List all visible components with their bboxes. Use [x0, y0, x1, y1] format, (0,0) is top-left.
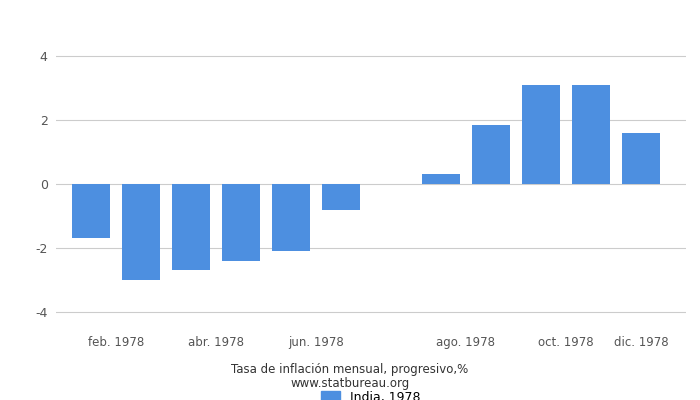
Bar [172, 184, 210, 270]
Bar [223, 184, 260, 261]
Bar [422, 174, 460, 184]
Bar [72, 184, 110, 238]
Legend: India, 1978: India, 1978 [316, 386, 426, 400]
Bar [522, 85, 560, 184]
Bar [122, 184, 160, 280]
Text: www.statbureau.org: www.statbureau.org [290, 378, 410, 390]
Bar [473, 125, 510, 184]
Bar [573, 85, 610, 184]
Bar [272, 184, 309, 251]
Text: Tasa de inflación mensual, progresivo,%: Tasa de inflación mensual, progresivo,% [232, 364, 468, 376]
Bar [322, 184, 360, 210]
Bar [622, 133, 659, 184]
